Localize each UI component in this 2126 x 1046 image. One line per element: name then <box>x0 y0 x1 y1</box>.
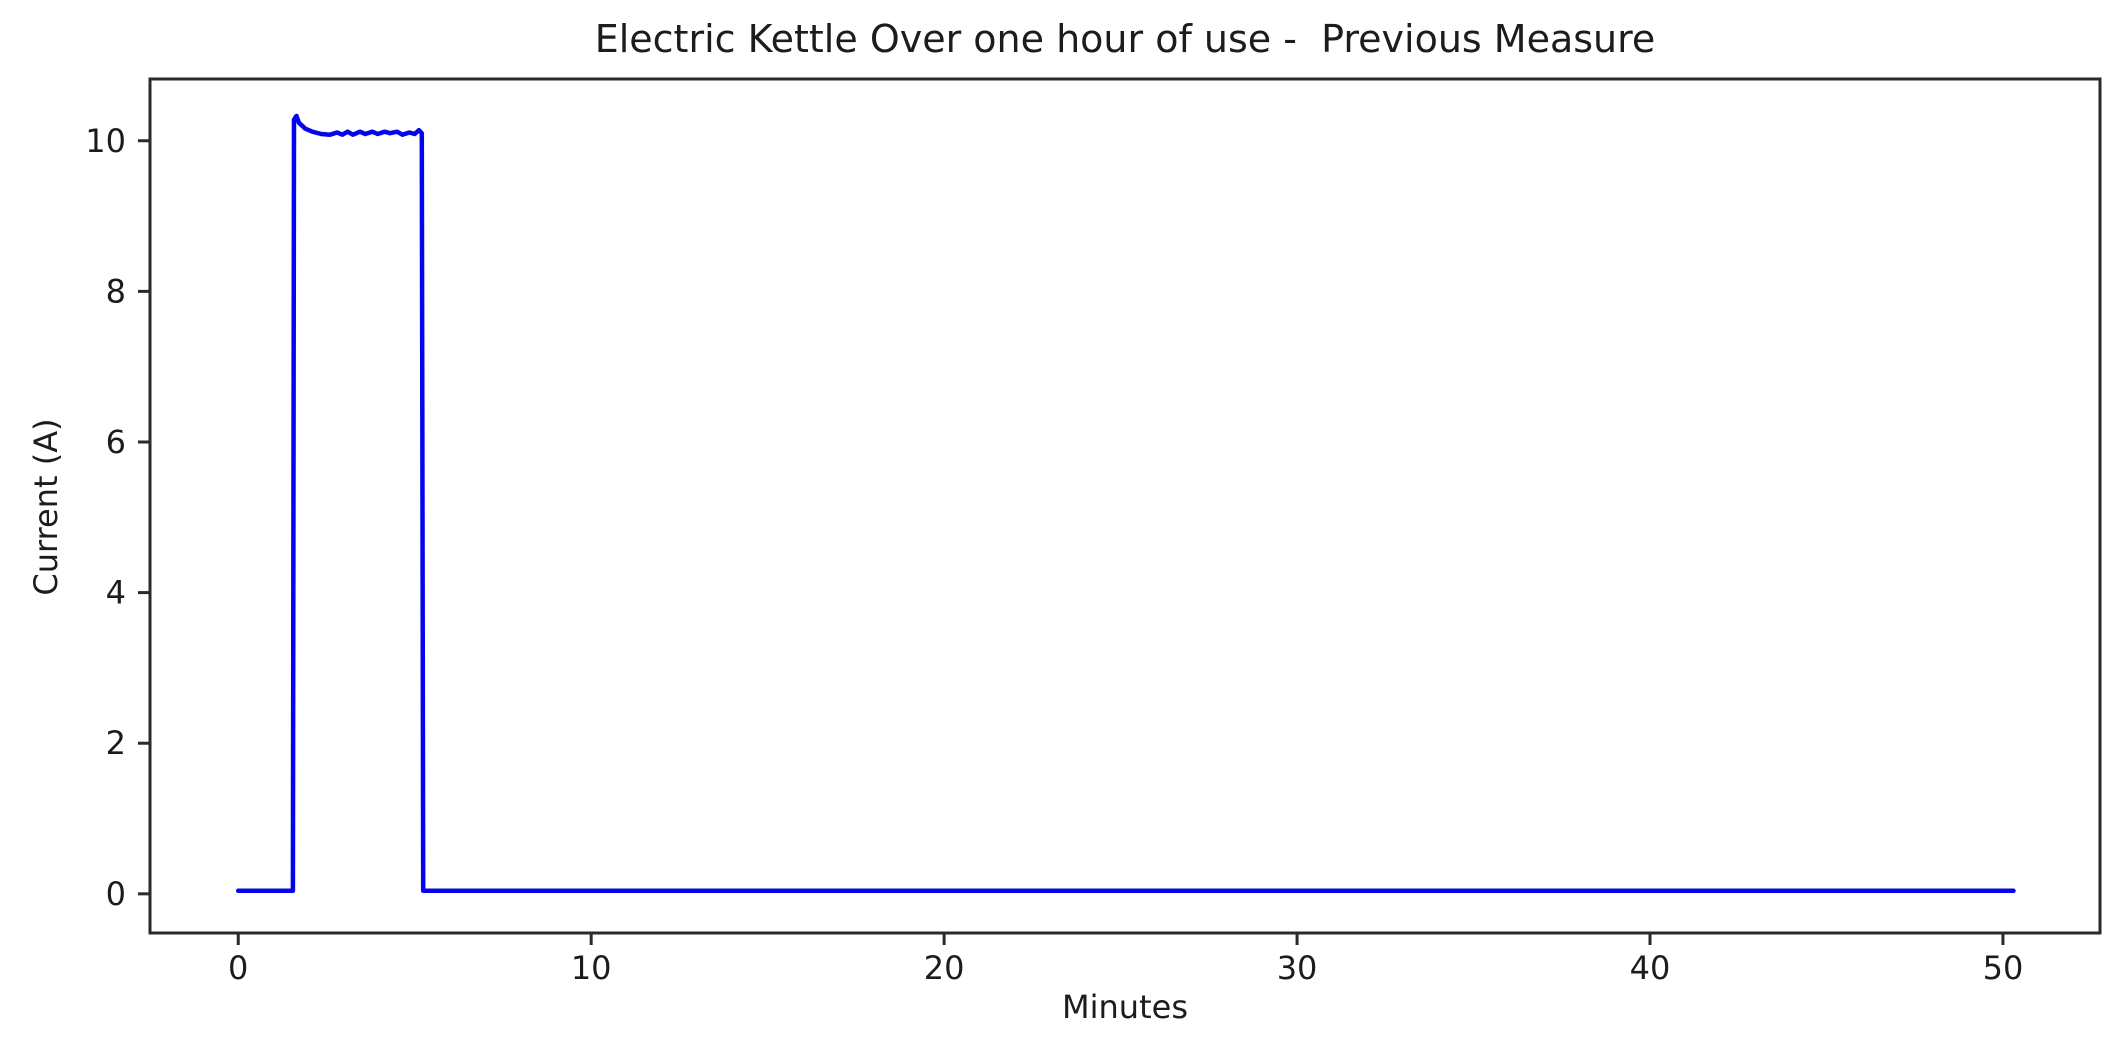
y-axis-label: Current (A) <box>27 418 65 596</box>
chart-title: Electric Kettle Over one hour of use - P… <box>594 17 1656 61</box>
x-tick-label: 30 <box>1277 949 1318 987</box>
x-tick-label: 20 <box>924 949 965 987</box>
y-tick-label: 8 <box>106 272 126 310</box>
y-tick-label: 2 <box>106 724 126 762</box>
y-tick-label: 10 <box>85 122 126 160</box>
x-tick-label: 10 <box>571 949 612 987</box>
y-axis-ticks <box>138 139 150 896</box>
plot-area <box>148 77 2102 935</box>
y-tick-label: 4 <box>106 574 126 612</box>
x-tick-label: 0 <box>228 949 248 987</box>
x-axis-ticks <box>236 933 2005 945</box>
y-tick-label: 0 <box>106 875 126 913</box>
x-tick-label: 40 <box>1630 949 1671 987</box>
y-tick-label: 6 <box>106 423 126 461</box>
x-tick-label: 50 <box>1983 949 2024 987</box>
x-axis-label: Minutes <box>1062 988 1188 1026</box>
x-axis-tick-labels: 0 10 20 30 40 50 <box>228 949 2023 987</box>
y-axis-tick-labels: 0 2 4 6 8 10 <box>85 122 126 913</box>
series-line <box>235 113 2016 894</box>
